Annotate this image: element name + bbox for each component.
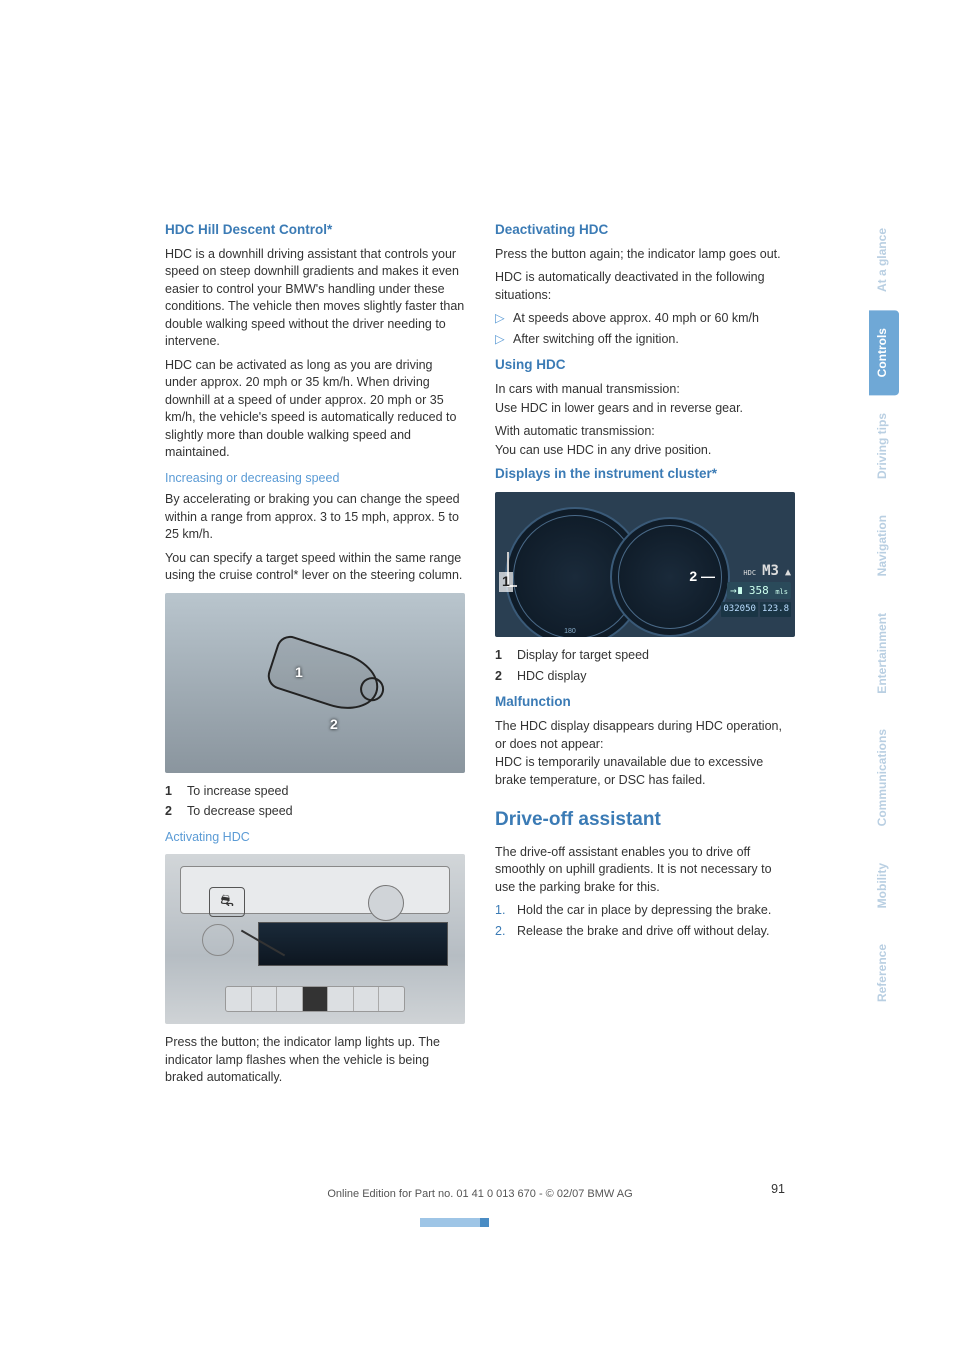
arrow-icon: →∎ xyxy=(730,583,743,598)
cluster-display: HDC M3 ▲ →∎358 mls 032050 123.8 xyxy=(727,562,791,617)
legend-num: 1 xyxy=(165,783,187,801)
button-row xyxy=(225,986,405,1012)
page-footer: 91 Online Edition for Part no. 01 41 0 0… xyxy=(165,1188,795,1200)
footer-text: Online Edition for Part no. 01 41 0 013 … xyxy=(327,1188,632,1200)
heading-displays: Displays in the instrument cluster* xyxy=(495,465,795,484)
figure-legend: 1To increase speed 2To decrease speed xyxy=(165,783,465,821)
screen-icon xyxy=(258,922,448,966)
tab-communications[interactable]: Communications xyxy=(869,711,899,844)
warning-icon: ▲ xyxy=(785,567,791,578)
heading-hdc: HDC Hill Descent Control* xyxy=(165,221,465,240)
body-text: HDC is temporarily unavailable due to ex… xyxy=(495,754,795,789)
section-tabs: At a glance Controls Driving tips Naviga… xyxy=(869,210,899,1020)
figure-legend: 1Display for target speed 2HDC display xyxy=(495,647,795,685)
heading-malfunction: Malfunction xyxy=(495,693,795,712)
body-text: By accelerating or braking you can chang… xyxy=(165,491,465,544)
ordered-list: 1.Hold the car in place by depressing th… xyxy=(495,902,795,940)
legend-text: To decrease speed xyxy=(187,803,293,821)
legend-num: 2 xyxy=(165,803,187,821)
legend-text: To increase speed xyxy=(187,783,288,801)
odometer-trip: 123.8 xyxy=(760,602,791,617)
step-num: 2. xyxy=(495,923,517,941)
footer-decoration xyxy=(480,1218,489,1227)
right-column: Deactivating HDC Press the button again;… xyxy=(495,215,795,1093)
body-text: The HDC display disappears during HDC op… xyxy=(495,718,795,753)
body-text: HDC is automatically deactivated in the … xyxy=(495,269,795,304)
step-text: Release the brake and drive off without … xyxy=(517,923,769,941)
callout-1: 1 xyxy=(295,663,303,683)
dial-icon xyxy=(202,924,234,956)
callout-2: 2 xyxy=(330,715,338,735)
heading-drive-off: Drive-off assistant xyxy=(495,807,795,834)
tab-entertainment[interactable]: Entertainment xyxy=(869,595,899,712)
heading-deactivating: Deactivating HDC xyxy=(495,221,795,240)
body-text: With automatic transmission: xyxy=(495,423,795,441)
step-text: Hold the car in place by depressing the … xyxy=(517,902,771,920)
tab-navigation[interactable]: Navigation xyxy=(869,497,899,594)
tab-mobility[interactable]: Mobility xyxy=(869,845,899,926)
figure-instrument-cluster: 180 1 2 — HDC M3 ▲ →∎358 mls 032050 123.… xyxy=(495,492,795,637)
callout-1: 1 xyxy=(499,572,513,592)
distance-unit: mls xyxy=(775,588,788,596)
body-text: Press the button; the indicator lamp lig… xyxy=(165,1034,465,1087)
tab-driving-tips[interactable]: Driving tips xyxy=(869,395,899,497)
legend-text: HDC display xyxy=(517,668,586,686)
step-num: 1. xyxy=(495,902,517,920)
distance-value: 358 xyxy=(749,584,769,597)
heading-using: Using HDC xyxy=(495,356,795,375)
bullet-list: ▷At speeds above approx. 40 mph or 60 km… xyxy=(495,310,795,348)
callout-2: 2 — xyxy=(689,567,715,587)
left-column: HDC Hill Descent Control* HDC is a downh… xyxy=(165,215,465,1093)
tab-at-a-glance[interactable]: At a glance xyxy=(869,210,899,310)
body-text: You can specify a target speed within th… xyxy=(165,550,465,585)
page-number: 91 xyxy=(771,1182,785,1196)
body-text: Use HDC in lower gears and in reverse ge… xyxy=(495,400,795,418)
hdc-button-icon: ⛐ xyxy=(209,887,245,917)
footer-decoration xyxy=(420,1218,480,1227)
body-text: Press the button again; the indicator la… xyxy=(495,246,795,264)
triangle-bullet-icon: ▷ xyxy=(495,310,513,328)
figure-steering-lever: 1 2 xyxy=(165,593,465,773)
body-text: You can use HDC in any drive position. xyxy=(495,442,795,460)
hdc-label: HDC xyxy=(743,569,756,577)
body-text: HDC is a downhill driving assistant that… xyxy=(165,246,465,351)
knob-icon xyxy=(368,885,404,921)
heading-speed: Increasing or decreasing speed xyxy=(165,470,465,488)
bullet-text: After switching off the ignition. xyxy=(513,331,679,349)
legend-num: 2 xyxy=(495,668,517,686)
gear-indicator: M3 xyxy=(762,563,779,579)
figure-center-console: ⛐ xyxy=(165,854,465,1024)
heading-activating: Activating HDC xyxy=(165,829,465,847)
steering-stalk-icon xyxy=(264,632,386,718)
body-text: The drive-off assistant enables you to d… xyxy=(495,844,795,897)
legend-num: 1 xyxy=(495,647,517,665)
body-text: HDC can be activated as long as you are … xyxy=(165,357,465,462)
tab-controls[interactable]: Controls xyxy=(869,310,899,395)
triangle-bullet-icon: ▷ xyxy=(495,331,513,349)
bullet-text: At speeds above approx. 40 mph or 60 km/… xyxy=(513,310,759,328)
body-text: In cars with manual transmission: xyxy=(495,381,795,399)
legend-text: Display for target speed xyxy=(517,647,649,665)
tab-reference[interactable]: Reference xyxy=(869,926,899,1020)
odometer-total: 032050 xyxy=(721,602,758,617)
